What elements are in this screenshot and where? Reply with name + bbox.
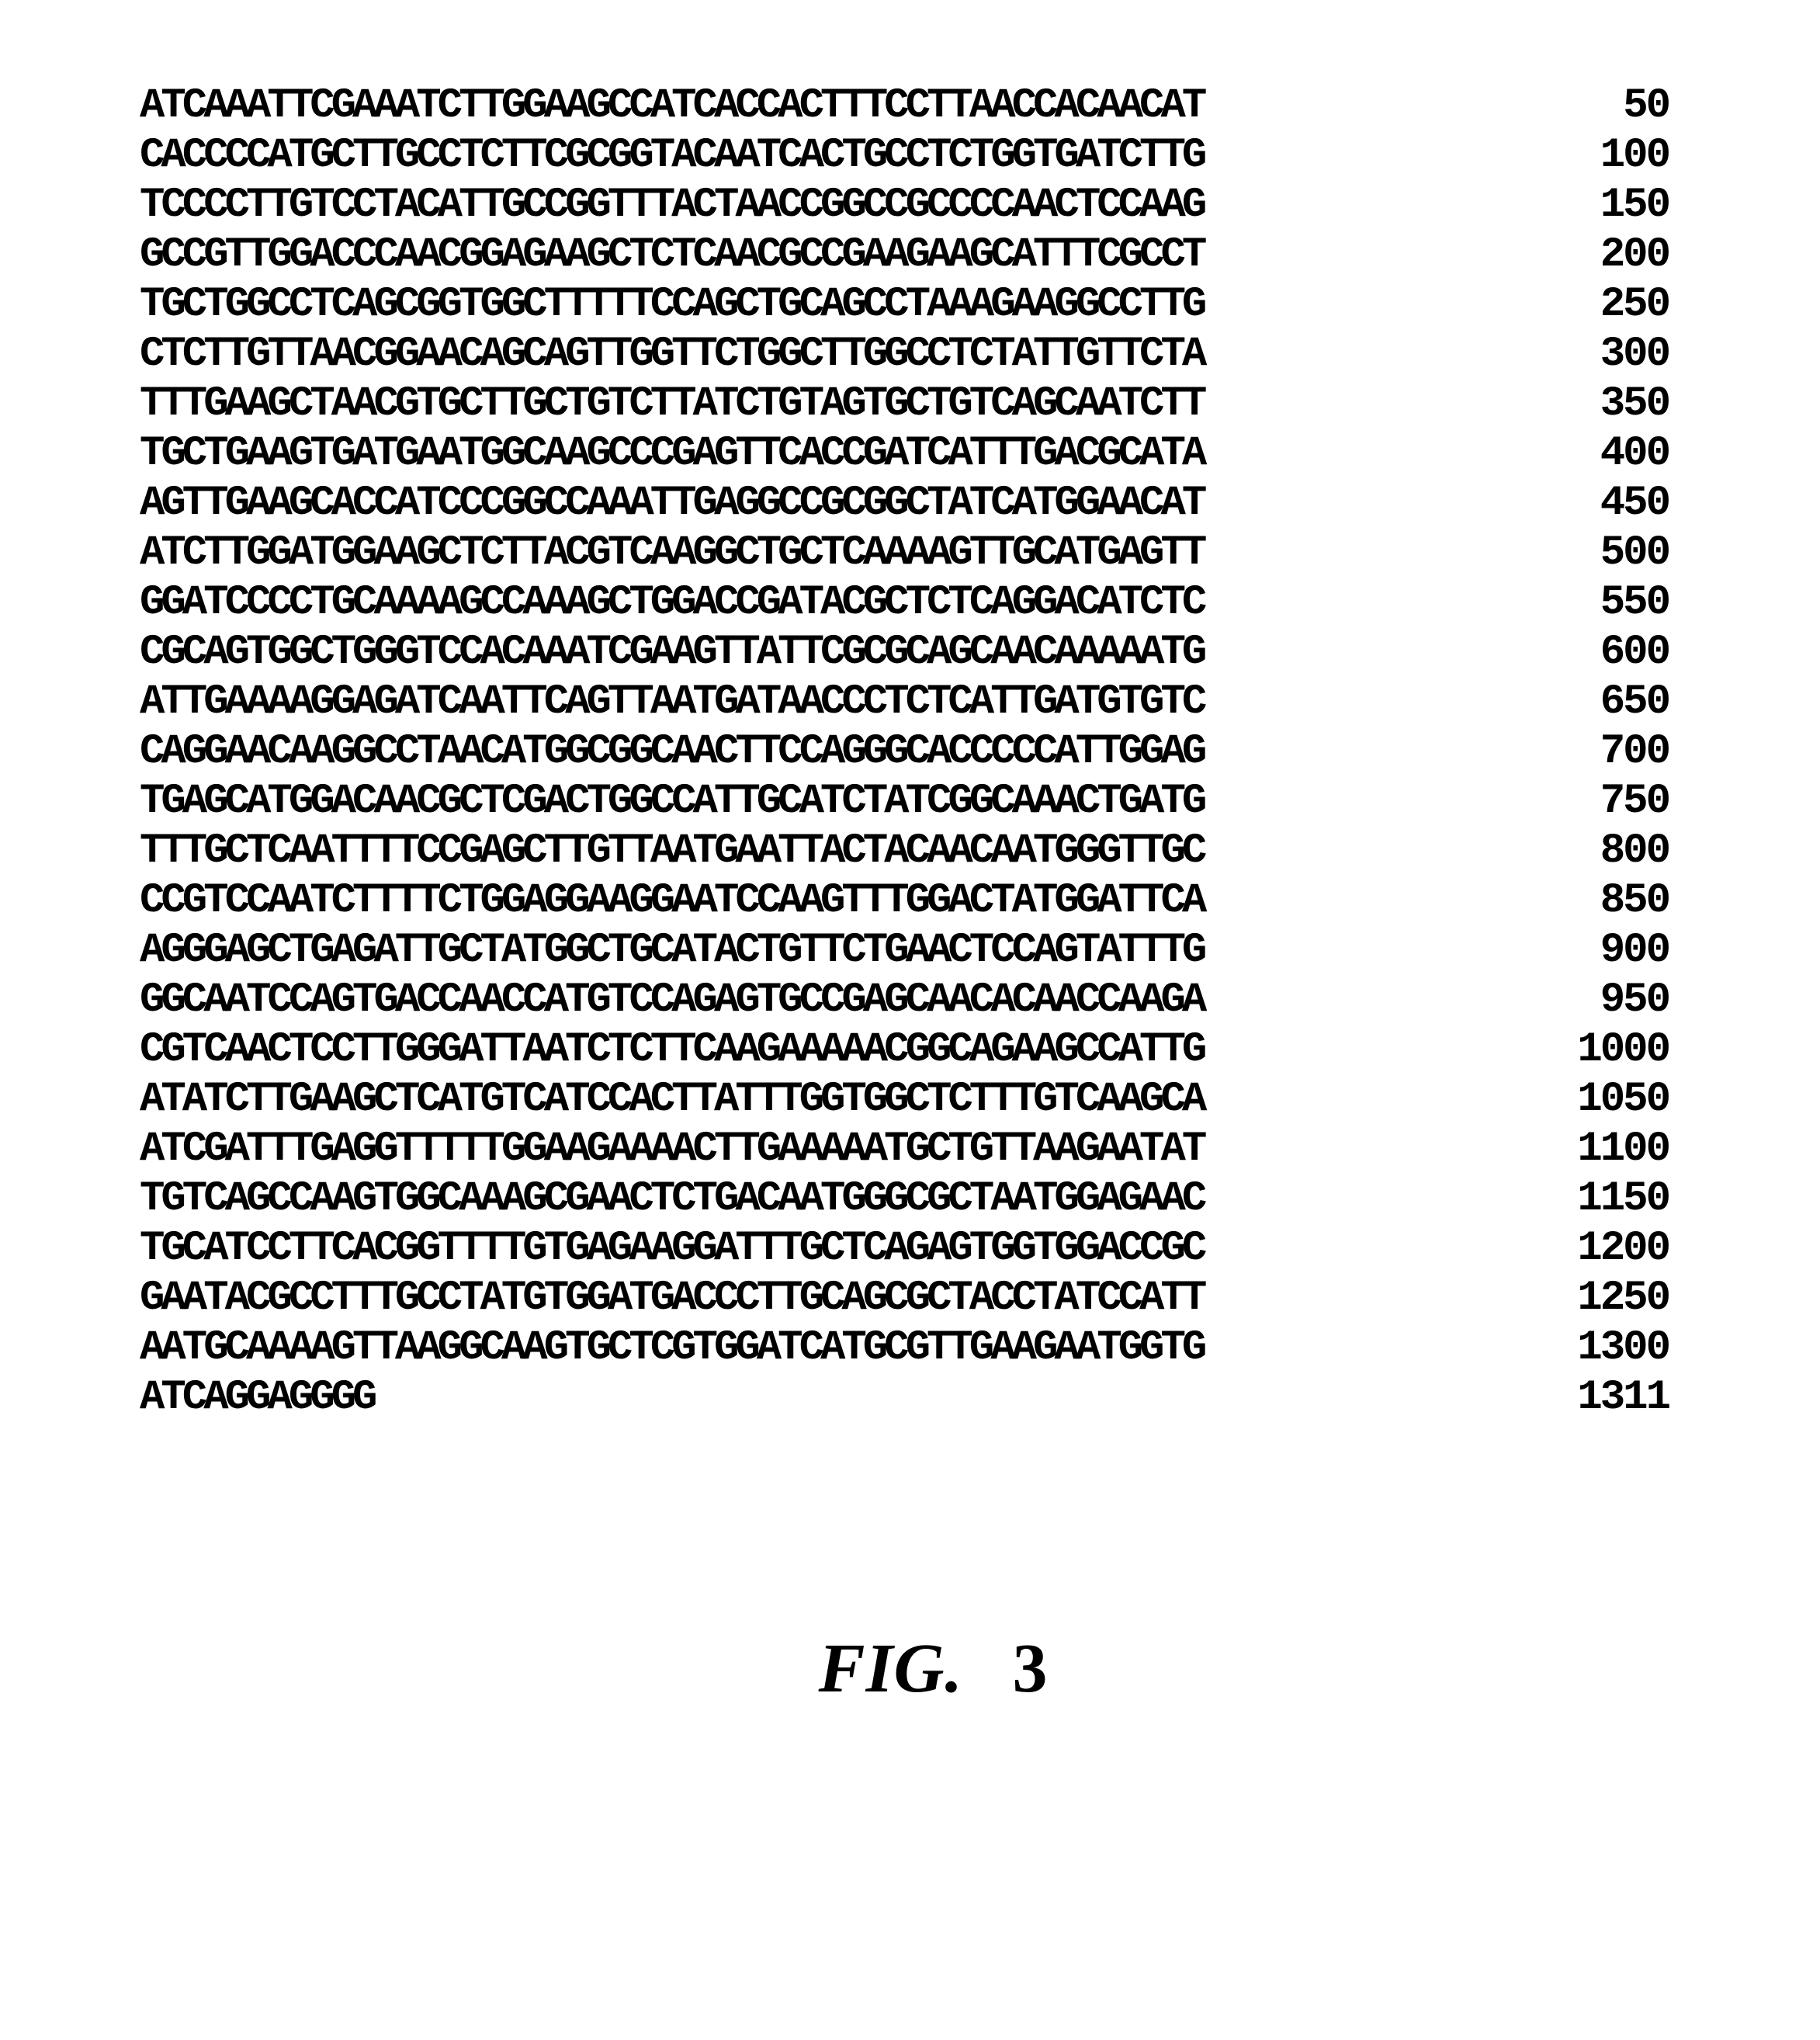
sequence-position: 700: [1451, 731, 1669, 773]
sequence-row: GCCGTTGGACCCAACGGAGAAGCTCTCAACGCCGAAGAAG…: [140, 234, 1727, 276]
sequence-text: TGCTGAAGTGATGAATGGCAAGCCCGAGTTCACCGATCAT…: [140, 433, 1420, 475]
sequence-row: TGCTGAAGTGATGAATGGCAAGCCCGAGTTCACCGATCAT…: [140, 433, 1727, 475]
sequence-position: 500: [1451, 533, 1669, 574]
sequence-text: AATGCAAAAGTTAAGGCAAGTGCTCGTGGATCATGCGTTG…: [140, 1327, 1420, 1369]
sequence-position: 900: [1451, 930, 1669, 972]
sequence-text: CACCCCATGCTTGCCTCTTCGCGGTACAATCACTGCCTCT…: [140, 135, 1420, 177]
sequence-text: ATCGATTTGAGGTTTTTGGAAGAAAACTTGAAAAATGCTG…: [140, 1129, 1420, 1171]
sequence-text: CAGGAACAAGGCCTAACATGGCGGCAACTTCCAGGGCACC…: [140, 731, 1420, 773]
sequence-text: CCGTCCAATCTTTTCTGGAGGAAGGAATCCAAGTTTGGAC…: [140, 880, 1420, 922]
sequence-position: 1000: [1451, 1029, 1669, 1071]
sequence-row: TGCTGGCCTCAGCGGTGGCTTTTTCCAGCTGCAGCCTAAA…: [140, 284, 1727, 326]
sequence-row: AGGGAGCTGAGATTGCTATGGCTGCATACTGTTCTGAACT…: [140, 930, 1727, 972]
sequence-row: ATCAAATTCGAAATCTTGGAAGCCATCACCACTTTCCTTA…: [140, 85, 1727, 127]
sequence-row: ATCAGGAGGGG 1311: [140, 1377, 1727, 1419]
sequence-position: 150: [1451, 185, 1669, 227]
sequence-row: TGAGCATGGACAACGCTCGACTGGCCATTGCATCTATCGG…: [140, 781, 1727, 823]
sequence-row: CACCCCATGCTTGCCTCTTCGCGGTACAATCACTGCCTCT…: [140, 135, 1727, 177]
sequence-text: CGTCAACTCCTTGGGATTAATCTCTTCAAGAAAAACGGCA…: [140, 1029, 1420, 1071]
sequence-text: ATCAGGAGGGG: [140, 1377, 1420, 1419]
sequence-position: 1050: [1451, 1079, 1669, 1121]
sequence-position: 950: [1451, 980, 1669, 1022]
sequence-text: TTTGAAGCTAACGTGCTTGCTGTCTTATCTGTAGTGCTGT…: [140, 383, 1420, 425]
sequence-position: 1200: [1451, 1228, 1669, 1270]
sequence-text: AGGGAGCTGAGATTGCTATGGCTGCATACTGTTCTGAACT…: [140, 930, 1420, 972]
sequence-row: AGTTGAAGCACCATCCCGGCCAAATTGAGGCCGCGGCTAT…: [140, 483, 1727, 525]
sequence-row: CGTCAACTCCTTGGGATTAATCTCTTCAAGAAAAACGGCA…: [140, 1029, 1727, 1071]
sequence-row: CTCTTGTTAACGGAACAGCAGTTGGTTCTGGCTTGGCCTC…: [140, 334, 1727, 376]
sequence-position: 550: [1451, 582, 1669, 624]
sequence-row: ATCTTGGATGGAAGCTCTTACGTCAAGGCTGCTCAAAAGT…: [140, 533, 1727, 574]
sequence-text: TCCCCTTGTCCTACATTGCCGGTTTACTAACCGGCCGCCC…: [140, 185, 1420, 227]
figure-caption: FIG. 3: [140, 1629, 1727, 1709]
sequence-text: GGATCCCCTGCAAAAGCCAAAGCTGGACCGATACGCTCTC…: [140, 582, 1420, 624]
sequence-row: GGATCCCCTGCAAAAGCCAAAGCTGGACCGATACGCTCTC…: [140, 582, 1727, 624]
sequence-text: ATCTTGGATGGAAGCTCTTACGTCAAGGCTGCTCAAAAGT…: [140, 533, 1420, 574]
sequence-text: AGTTGAAGCACCATCCCGGCCAAATTGAGGCCGCGGCTAT…: [140, 483, 1420, 525]
sequence-row: TCCCCTTGTCCTACATTGCCGGTTTACTAACCGGCCGCCC…: [140, 185, 1727, 227]
sequence-row: CGCAGTGGCTGGGTCCACAAATCGAAGTTATTCGCGCAGC…: [140, 632, 1727, 674]
sequence-text: GAATACGCCTTTGCCTATGTGGATGACCCTTGCAGCGCTA…: [140, 1278, 1420, 1320]
sequence-row: TTTGCTCAATTTTCCGAGCTTGTTAATGAATTACTACAAC…: [140, 831, 1727, 873]
sequence-text: TGCTGGCCTCAGCGGTGGCTTTTTCCAGCTGCAGCCTAAA…: [140, 284, 1420, 326]
sequence-row: GAATACGCCTTTGCCTATGTGGATGACCCTTGCAGCGCTA…: [140, 1278, 1727, 1320]
sequence-position: 750: [1451, 781, 1669, 823]
sequence-row: ATTGAAAAGGAGATCAATTCAGTTAATGATAACCCTCTCA…: [140, 682, 1727, 723]
sequence-row: AATGCAAAAGTTAAGGCAAGTGCTCGTGGATCATGCGTTG…: [140, 1327, 1727, 1369]
sequence-position: 450: [1451, 483, 1669, 525]
figure-label: FIG.: [818, 1630, 963, 1707]
sequence-position: 250: [1451, 284, 1669, 326]
sequence-position: 850: [1451, 880, 1669, 922]
figure-number: 3: [1013, 1630, 1049, 1707]
sequence-row: TGCATCCTTCACGGTTTTGTGAGAAGGATTTGCTCAGAGT…: [140, 1228, 1727, 1270]
sequence-row: CCGTCCAATCTTTTCTGGAGGAAGGAATCCAAGTTTGGAC…: [140, 880, 1727, 922]
sequence-text: TGTCAGCCAAGTGGCAAAGCGAACTCTGACAATGGGCGCT…: [140, 1178, 1420, 1220]
sequence-position: 350: [1451, 383, 1669, 425]
sequence-row: TGTCAGCCAAGTGGCAAAGCGAACTCTGACAATGGGCGCT…: [140, 1178, 1727, 1220]
sequence-text: TGCATCCTTCACGGTTTTGTGAGAAGGATTTGCTCAGAGT…: [140, 1228, 1420, 1270]
sequence-row: TTTGAAGCTAACGTGCTTGCTGTCTTATCTGTAGTGCTGT…: [140, 383, 1727, 425]
sequence-position: 600: [1451, 632, 1669, 674]
sequence-position: 300: [1451, 334, 1669, 376]
dna-sequence-block: ATCAAATTCGAAATCTTGGAAGCCATCACCACTTTCCTTA…: [140, 85, 1727, 1427]
sequence-position: 650: [1451, 682, 1669, 723]
sequence-position: 1150: [1451, 1178, 1669, 1220]
sequence-row: CAGGAACAAGGCCTAACATGGCGGCAACTTCCAGGGCACC…: [140, 731, 1727, 773]
sequence-row: ATATCTTGAAGCTCATGTCATCCACTTATTTGGTGGCTCT…: [140, 1079, 1727, 1121]
sequence-position: 1311: [1451, 1377, 1669, 1419]
sequence-text: TGAGCATGGACAACGCTCGACTGGCCATTGCATCTATCGG…: [140, 781, 1420, 823]
sequence-position: 800: [1451, 831, 1669, 873]
sequence-row: ATCGATTTGAGGTTTTTGGAAGAAAACTTGAAAAATGCTG…: [140, 1129, 1727, 1171]
sequence-text: ATCAAATTCGAAATCTTGGAAGCCATCACCACTTTCCTTA…: [140, 85, 1420, 127]
sequence-text: ATATCTTGAAGCTCATGTCATCCACTTATTTGGTGGCTCT…: [140, 1079, 1420, 1121]
sequence-text: CGCAGTGGCTGGGTCCACAAATCGAAGTTATTCGCGCAGC…: [140, 632, 1420, 674]
sequence-position: 100: [1451, 135, 1669, 177]
sequence-text: GCCGTTGGACCCAACGGAGAAGCTCTCAACGCCGAAGAAG…: [140, 234, 1420, 276]
sequence-position: 1300: [1451, 1327, 1669, 1369]
sequence-position: 1250: [1451, 1278, 1669, 1320]
sequence-text: GGCAATCCAGTGACCAACCATGTCCAGAGTGCCGAGCAAC…: [140, 980, 1420, 1022]
sequence-position: 1100: [1451, 1129, 1669, 1171]
sequence-text: TTTGCTCAATTTTCCGAGCTTGTTAATGAATTACTACAAC…: [140, 831, 1420, 873]
sequence-text: CTCTTGTTAACGGAACAGCAGTTGGTTCTGGCTTGGCCTC…: [140, 334, 1420, 376]
sequence-position: 200: [1451, 234, 1669, 276]
sequence-position: 400: [1451, 433, 1669, 475]
sequence-row: GGCAATCCAGTGACCAACCATGTCCAGAGTGCCGAGCAAC…: [140, 980, 1727, 1022]
sequence-text: ATTGAAAAGGAGATCAATTCAGTTAATGATAACCCTCTCA…: [140, 682, 1420, 723]
sequence-position: 50: [1451, 85, 1669, 127]
